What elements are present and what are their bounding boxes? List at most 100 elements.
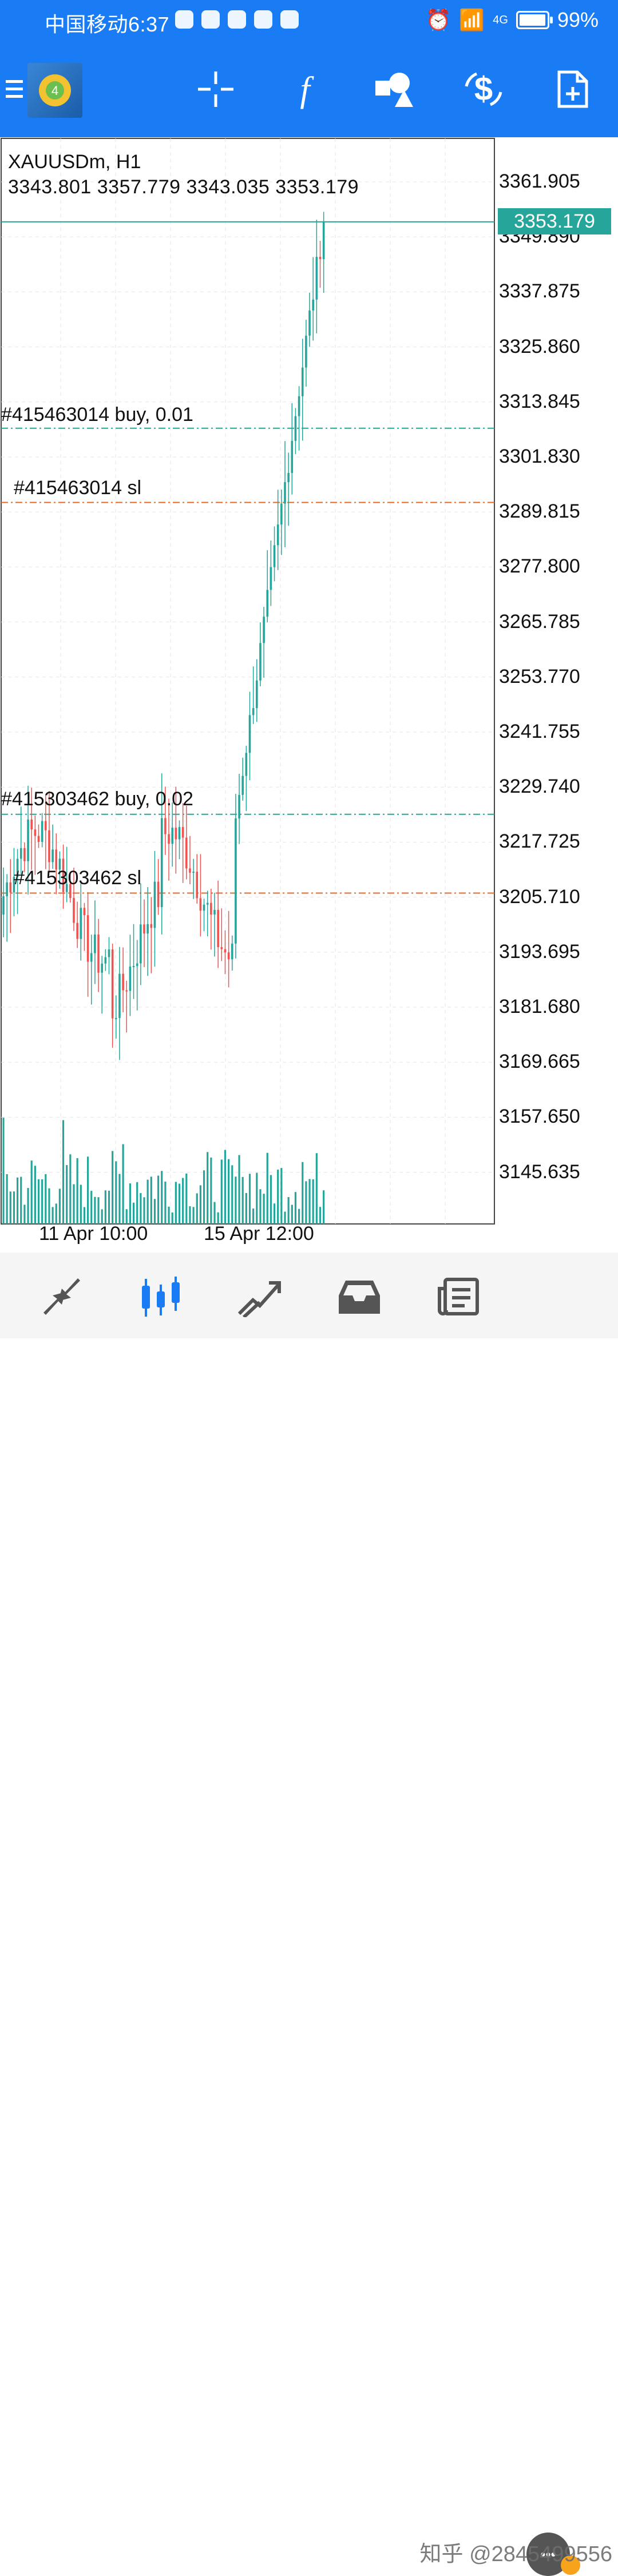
candle-body	[2, 896, 5, 915]
volume-bar	[308, 1179, 311, 1224]
chart-icon[interactable]	[134, 1270, 189, 1325]
price-axis-label: 3217.725	[499, 830, 580, 853]
candle-body	[45, 821, 47, 830]
volume-bar	[315, 1153, 318, 1224]
candle-body	[291, 440, 294, 473]
volume-bar	[203, 1170, 205, 1224]
chart-area[interactable]: XAUUSDm, H1 3343.801 3357.779 3343.035 3…	[0, 137, 618, 1253]
carrier-time: 中国移动6:37	[45, 13, 170, 36]
volume-bar	[199, 1185, 201, 1224]
crosshair-icon[interactable]	[184, 41, 247, 137]
candle-body	[315, 257, 318, 300]
battery-percent: 99%	[557, 8, 599, 31]
volume-bar	[207, 1152, 209, 1224]
volume-bar	[129, 1183, 131, 1224]
volume-bar	[323, 1190, 325, 1224]
time-label: 15 Apr 12:00	[204, 1223, 314, 1245]
volume-bar	[213, 1202, 216, 1224]
volume-bar	[256, 1172, 258, 1224]
volume-bar	[94, 1196, 96, 1224]
candle-body	[199, 898, 202, 911]
volume-bar	[259, 1189, 262, 1224]
volume-bar	[13, 1191, 15, 1224]
volume-bar	[115, 1161, 117, 1224]
volume-bar	[2, 1118, 5, 1224]
candle-body	[9, 882, 12, 893]
volume-bar	[66, 1165, 68, 1224]
candle-body	[164, 818, 167, 834]
volume-bar	[245, 1192, 247, 1224]
candle-body	[235, 818, 237, 944]
candle-body	[83, 908, 86, 916]
video-icon	[280, 10, 299, 29]
order-label-buy-2[interactable]: #415303462 buy, 0.02	[1, 788, 193, 810]
trade-icon[interactable]	[232, 1270, 287, 1325]
shapes-icon[interactable]	[363, 41, 426, 137]
candle-body	[280, 503, 283, 525]
candle-body	[175, 828, 177, 840]
volume-bar	[228, 1159, 230, 1224]
volume-bar	[241, 1176, 244, 1224]
candle-body	[238, 794, 240, 818]
candle-body	[224, 949, 227, 953]
volume-bar	[224, 1150, 227, 1224]
candle-body	[136, 963, 138, 966]
candle-body	[181, 827, 184, 838]
top-toolbar: 4 f $	[0, 41, 618, 137]
candle-body	[58, 858, 61, 870]
order-label-buy-1[interactable]: #415463014 buy, 0.01	[1, 404, 193, 426]
order-label-sl-2[interactable]: #415303462 sl	[14, 867, 142, 889]
candle-body	[6, 882, 8, 897]
volume-bar	[189, 1206, 191, 1224]
volume-bar	[108, 1190, 110, 1224]
candle-body	[210, 903, 212, 915]
candle-body	[129, 966, 132, 991]
candle-body	[270, 567, 272, 590]
volume-bar	[146, 1179, 149, 1224]
price-axis-label: 3145.635	[499, 1160, 580, 1183]
volume-bar	[157, 1175, 160, 1224]
candle-body	[308, 310, 311, 336]
candle-body	[86, 915, 89, 962]
shield-icon	[175, 10, 193, 29]
quotes-icon[interactable]	[34, 1270, 89, 1325]
price-axis-label: 3289.815	[499, 500, 580, 523]
volume-bar	[30, 1160, 33, 1224]
bottom-navigation: ••• 知乎 @2845499556	[0, 1253, 618, 2576]
svg-text:f: f	[300, 70, 314, 109]
volume-bar	[319, 1207, 322, 1224]
price-axis-label: 3277.800	[499, 555, 580, 578]
volume-bar	[80, 1184, 82, 1224]
candle-body	[298, 396, 300, 416]
function-icon[interactable]: f	[274, 41, 336, 137]
price-chart[interactable]	[0, 137, 618, 1253]
volume-bar	[210, 1157, 212, 1224]
candle-body	[55, 849, 58, 870]
network-type: 4G	[493, 13, 508, 26]
candle-body	[69, 884, 72, 899]
volume-bar	[153, 1199, 156, 1224]
candle-body	[231, 943, 233, 960]
volume-bar	[305, 1181, 307, 1224]
candle-body	[23, 848, 26, 861]
candle-body	[73, 898, 75, 923]
candle-body	[80, 908, 82, 939]
app-logo[interactable]: 4	[27, 63, 82, 118]
volume-bar	[122, 1144, 124, 1224]
menu-icon[interactable]	[0, 41, 29, 137]
price-axis-label: 3301.830	[499, 446, 580, 467]
candle-body	[171, 828, 173, 844]
volume-bar	[136, 1182, 138, 1224]
volume-bar	[280, 1168, 283, 1224]
volume-bar	[20, 1176, 22, 1224]
volume-bar	[150, 1176, 152, 1224]
order-label-sl-1[interactable]: #415463014 sl	[14, 477, 142, 499]
volume-bar	[291, 1204, 293, 1224]
dollar-trade-icon[interactable]: $	[452, 41, 515, 137]
news-icon[interactable]	[431, 1270, 486, 1325]
ohlc-values: 3343.801 3357.779 3343.035 3353.179	[8, 176, 359, 198]
candle-body	[203, 904, 205, 911]
history-icon[interactable]	[332, 1270, 387, 1325]
new-document-icon[interactable]	[541, 41, 604, 137]
candle-body	[259, 643, 262, 681]
